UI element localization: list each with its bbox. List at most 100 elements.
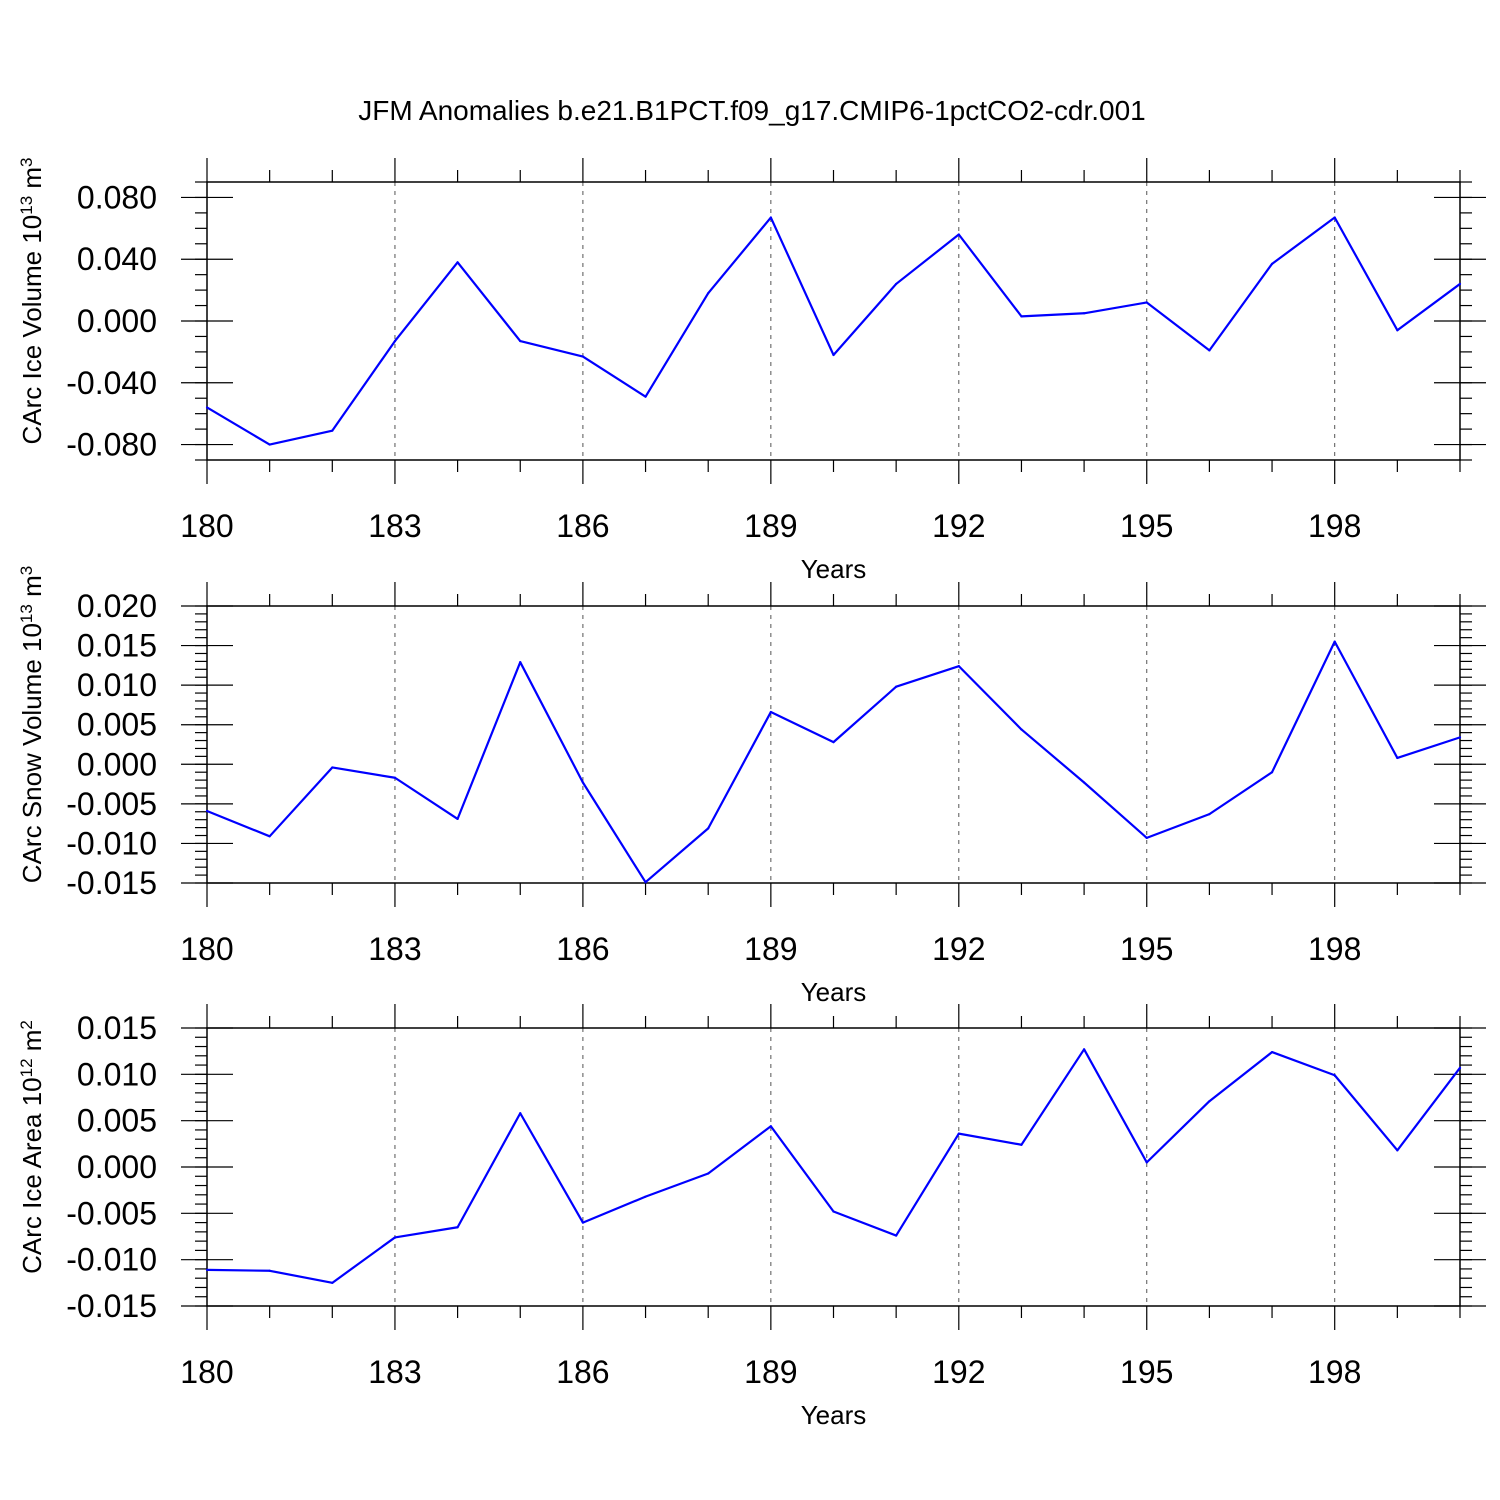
y-axis-label-superscript: 12 bbox=[17, 1058, 36, 1077]
y-tick-label: 0.000 bbox=[77, 303, 157, 339]
x-tick-label: 186 bbox=[556, 1354, 609, 1390]
data-point bbox=[1458, 282, 1462, 286]
data-point bbox=[268, 443, 271, 446]
data-point bbox=[581, 781, 585, 784]
x-tick-label: 186 bbox=[556, 931, 609, 967]
y-tick-label: -0.015 bbox=[66, 865, 157, 901]
data-point bbox=[1083, 1048, 1086, 1051]
x-tick-label: 189 bbox=[744, 1354, 797, 1390]
y-tick-label: 0.015 bbox=[77, 1010, 157, 1046]
data-point bbox=[1208, 349, 1211, 352]
data-point bbox=[769, 216, 772, 219]
y-tick-label: -0.005 bbox=[66, 786, 157, 822]
x-tick-label: 192 bbox=[932, 508, 985, 544]
data-point bbox=[707, 292, 710, 295]
x-tick-label: 195 bbox=[1120, 1354, 1173, 1390]
data-point bbox=[331, 429, 334, 432]
data-point bbox=[957, 233, 960, 236]
data-point bbox=[393, 1236, 397, 1239]
data-point bbox=[1208, 813, 1211, 816]
x-tick-label: 180 bbox=[180, 1354, 233, 1390]
x-tick-label: 195 bbox=[1120, 508, 1173, 544]
data-point bbox=[1083, 781, 1086, 784]
x-tick-label: 180 bbox=[180, 931, 233, 967]
y-tick-label: -0.010 bbox=[66, 1242, 157, 1278]
data-point bbox=[644, 1195, 647, 1198]
y-tick-label: 0.000 bbox=[77, 1149, 157, 1185]
data-point bbox=[1145, 301, 1148, 304]
x-axis-label: Years bbox=[801, 977, 867, 1007]
x-tick-label: 195 bbox=[1120, 931, 1173, 967]
data-point bbox=[1145, 1161, 1148, 1164]
data-point bbox=[393, 776, 397, 779]
x-tick-label: 198 bbox=[1308, 1354, 1361, 1390]
y-axis-label: CArc Snow Volume 1013 m3 bbox=[17, 566, 47, 883]
y-tick-label: 0.010 bbox=[77, 1056, 157, 1092]
x-tick-label: 183 bbox=[368, 1354, 421, 1390]
plot-frame bbox=[206, 1027, 1461, 1307]
y-tick-label: -0.015 bbox=[66, 1288, 157, 1324]
data-point bbox=[1458, 736, 1462, 739]
y-tick-label: 0.015 bbox=[77, 628, 157, 664]
data-point bbox=[393, 339, 397, 343]
x-tick-label: 198 bbox=[1308, 931, 1361, 967]
data-point bbox=[205, 1268, 209, 1271]
data-point bbox=[1020, 728, 1023, 731]
data-point bbox=[331, 766, 334, 769]
data-point bbox=[1396, 756, 1399, 760]
data-point bbox=[1333, 640, 1336, 643]
data-point bbox=[644, 395, 647, 398]
y-tick-label: 0.080 bbox=[77, 179, 157, 215]
data-point bbox=[1208, 1100, 1211, 1103]
data-point bbox=[268, 1269, 271, 1272]
data-point bbox=[1083, 312, 1086, 315]
y-tick-label: 0.020 bbox=[77, 588, 157, 624]
y-axis-label: CArc Ice Area 1012 m2 bbox=[17, 1020, 47, 1274]
y-tick-label: 0.005 bbox=[77, 707, 157, 743]
x-tick-label: 192 bbox=[932, 931, 985, 967]
data-point bbox=[1333, 216, 1336, 219]
data-point bbox=[456, 261, 459, 264]
data-point bbox=[832, 353, 835, 357]
y-axis-label-text: CArc Snow Volume 10 bbox=[17, 623, 47, 883]
x-tick-label: 183 bbox=[368, 508, 421, 544]
data-point bbox=[1270, 771, 1274, 774]
data-point bbox=[895, 282, 898, 286]
data-point bbox=[205, 406, 209, 409]
data-point bbox=[456, 1226, 459, 1229]
data-point bbox=[581, 355, 585, 358]
data-point bbox=[769, 1125, 772, 1128]
data-point bbox=[268, 835, 271, 838]
y-axis-label-superscript: 13 bbox=[17, 196, 36, 215]
data-point bbox=[519, 661, 522, 664]
data-point bbox=[1270, 262, 1274, 265]
y-tick-label: -0.080 bbox=[66, 427, 157, 463]
data-point bbox=[769, 710, 772, 714]
data-point bbox=[895, 1234, 898, 1237]
chart-title: JFM Anomalies b.e21.B1PCT.f09_g17.CMIP6-… bbox=[358, 95, 1146, 126]
y-tick-label: 0.040 bbox=[77, 241, 157, 277]
x-tick-label: 186 bbox=[556, 508, 609, 544]
data-point bbox=[707, 1172, 710, 1175]
x-tick-label: 192 bbox=[932, 1354, 985, 1390]
x-tick-label: 189 bbox=[744, 931, 797, 967]
data-point bbox=[832, 1210, 835, 1213]
data-point bbox=[519, 339, 522, 343]
data-point bbox=[1396, 329, 1399, 332]
data-point bbox=[205, 809, 209, 813]
data-point bbox=[1396, 1149, 1399, 1152]
data-point bbox=[1458, 1066, 1462, 1069]
y-tick-label: -0.040 bbox=[66, 365, 157, 401]
y-tick-label: 0.010 bbox=[77, 667, 157, 703]
y-tick-label: -0.010 bbox=[66, 825, 157, 861]
panel-3: 0.015 0.010 0.005 0.000 -0.005 -0.010 -0.015 18… bbox=[17, 1004, 1486, 1430]
chart-panels: 0.080 0.040 0.000 -0.040 -0.080 180 183 186 189 1… bbox=[17, 157, 1486, 1430]
data-point bbox=[1145, 836, 1148, 839]
y-tick-label: 0.005 bbox=[77, 1103, 157, 1139]
data-point bbox=[519, 1112, 522, 1115]
data-point bbox=[456, 817, 459, 820]
y-tick-label: -0.005 bbox=[66, 1195, 157, 1231]
data-point bbox=[581, 1221, 585, 1224]
